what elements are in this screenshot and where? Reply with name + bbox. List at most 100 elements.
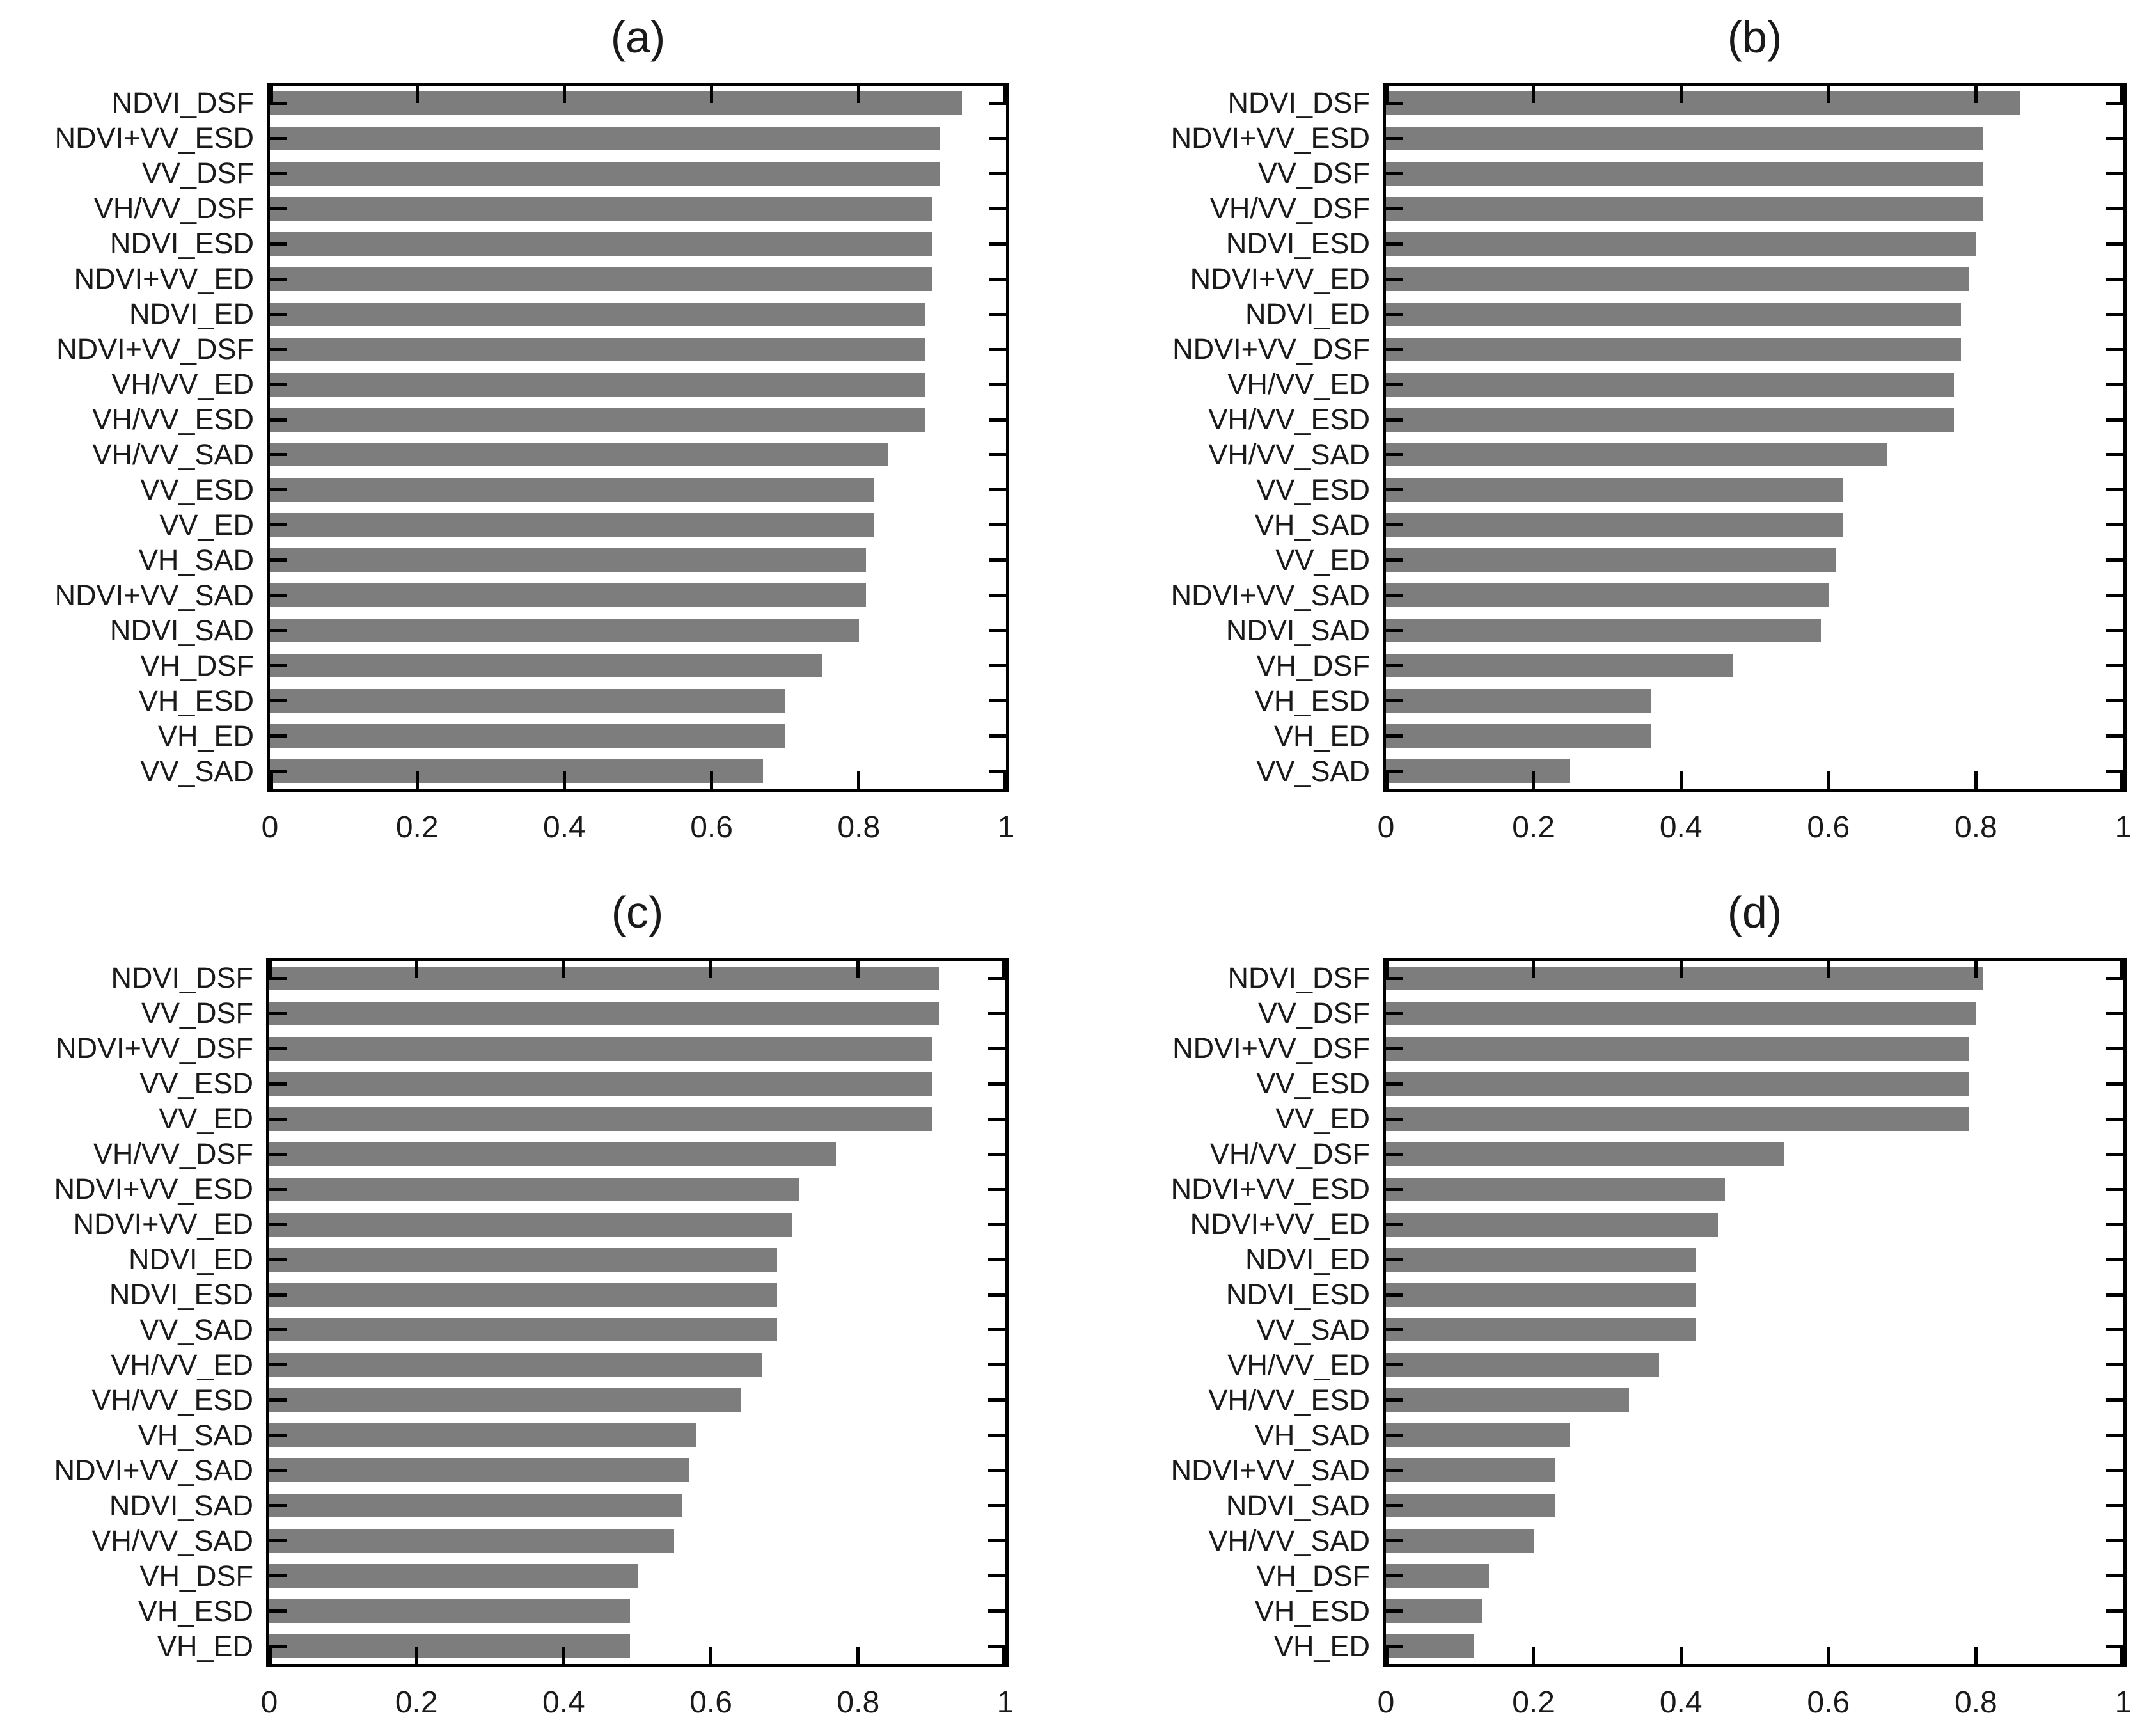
plot-area [1383, 83, 2127, 792]
x-tick-label: 0.2 [395, 1686, 438, 1719]
y-tick-label: VV_SAD [139, 1313, 253, 1346]
y-tick-right [989, 523, 1006, 527]
panel-title: (a) [610, 12, 666, 62]
bar-VH_DSF [270, 654, 822, 678]
bar-VV_DSF [270, 161, 940, 186]
y-tick-label: NDVI_DSF [111, 961, 253, 995]
x-tick-label: 0.8 [1955, 1686, 1997, 1719]
y-tick-left [1386, 1328, 1403, 1332]
y-tick-left [269, 1398, 287, 1402]
x-tick-bottom [2120, 1647, 2123, 1664]
bar-VH/VV_ESD [1386, 1388, 1629, 1412]
y-tick-label: NDVI_SAD [109, 1489, 253, 1522]
y-tick-right [989, 312, 1006, 316]
y-tick-left [1386, 1539, 1403, 1543]
y-tick-label: VV_ED [159, 508, 254, 541]
bar-NDVI_ED [1386, 1247, 1696, 1272]
y-tick-left [1386, 1574, 1403, 1578]
y-tick-left [1386, 136, 1403, 140]
y-tick-right [989, 488, 1006, 492]
y-tick-right [988, 976, 1005, 980]
x-tick-top [1386, 961, 1389, 978]
x-tick-label: 0 [261, 810, 279, 844]
bar-VH/VV_DSF [269, 1142, 836, 1166]
x-tick-label: 0.6 [689, 1686, 732, 1719]
y-tick-label: NDVI+VV_ED [73, 1208, 253, 1241]
bar-VV_ESD [1386, 478, 1843, 502]
x-tick-top [856, 961, 860, 978]
y-tick-left [270, 594, 287, 597]
bar-NDVI_SAD [1386, 1494, 1555, 1518]
x-tick-label: 0 [1377, 810, 1395, 844]
y-tick-right [2106, 1539, 2123, 1543]
y-tick-right [988, 1398, 1005, 1402]
y-tick-left [269, 1574, 287, 1578]
y-tick-left [1386, 1152, 1403, 1156]
y-tick-left [1386, 1398, 1403, 1402]
y-tick-right [2106, 418, 2123, 422]
y-tick-right [2106, 770, 2123, 773]
y-tick-right [988, 1328, 1005, 1332]
x-tick-top [2120, 961, 2123, 978]
y-tick-left [270, 629, 287, 633]
y-tick-label: VV_DSF [141, 997, 253, 1030]
y-tick-label: NDVI_DSF [1227, 961, 1370, 995]
y-tick-label: VH/VV_ED [111, 368, 254, 401]
y-tick-label: NDVI+VV_SAD [54, 1453, 253, 1487]
x-tick-top [1827, 86, 1830, 103]
y-tick-right [2106, 1469, 2123, 1473]
y-tick-label: NDVI+VV_DSF [56, 333, 254, 366]
y-tick-label: NDVI_SAD [109, 613, 254, 647]
y-tick-label: VH_SAD [138, 543, 254, 576]
y-tick-left [269, 1504, 287, 1508]
y-tick-right [988, 1082, 1005, 1086]
y-tick-left [1386, 734, 1403, 738]
x-tick-label: 0.2 [395, 810, 439, 844]
y-tick-label: VH/VV_ED [1227, 368, 1370, 401]
y-tick-label: VH_ED [1273, 719, 1370, 752]
y-tick-label: VH/VV_ESD [92, 403, 254, 436]
y-tick-label: VH/VV_ESD [1208, 403, 1370, 436]
y-tick-right [989, 453, 1006, 457]
y-tick-label: VH_DSF [1256, 1559, 1370, 1592]
y-tick-left [1386, 242, 1403, 246]
x-tick-bottom [269, 1647, 272, 1664]
bar-NDVI_ESD [1386, 1283, 1696, 1307]
x-tick-bottom [1974, 1647, 1978, 1664]
y-tick-left [1386, 558, 1403, 562]
x-tick-bottom [1386, 771, 1389, 789]
bar-VV_SAD [269, 1318, 777, 1342]
x-tick-top [710, 86, 714, 103]
y-tick-label: VH/VV_SAD [1208, 1524, 1370, 1557]
x-tick-bottom [1002, 1647, 1005, 1664]
y-tick-right [2106, 242, 2123, 246]
y-tick-left [1386, 1609, 1403, 1613]
y-tick-right [2106, 207, 2123, 210]
y-tick-left [270, 770, 287, 773]
y-tick-right [989, 242, 1006, 246]
y-tick-left [270, 207, 287, 210]
y-tick-label: VH/VV_DSF [93, 192, 254, 225]
x-tick-top [1003, 86, 1006, 103]
bar-VH_SAD [269, 1423, 696, 1448]
y-tick-right [2106, 347, 2123, 351]
x-tick-bottom [2120, 771, 2123, 789]
bar-VH/VV_ED [269, 1353, 762, 1377]
bar-NDVI_DSF [270, 91, 962, 115]
y-tick-label: VV_SAD [1256, 1313, 1370, 1346]
plot-area [266, 958, 1009, 1667]
y-tick-label: NDVI_ESD [1225, 227, 1370, 260]
y-tick-label: NDVI+VV_SAD [1170, 578, 1370, 612]
bar-VV_DSF [1386, 1001, 1976, 1025]
bar-VH_DSF [1386, 654, 1733, 678]
y-tick-left [1386, 1117, 1403, 1121]
y-tick-right [988, 1011, 1005, 1015]
bar-VV_SAD [1386, 1318, 1696, 1342]
x-tick-top [562, 961, 565, 978]
bar-NDVI_DSF [269, 966, 939, 990]
bar-NDVI+VV_ED [1386, 267, 1969, 291]
bar-NDVI+VV_ESD [1386, 1177, 1725, 1201]
y-tick-right [989, 207, 1006, 210]
bar-NDVI+VV_SAD [269, 1458, 689, 1483]
y-tick-label: NDVI_ED [128, 1243, 253, 1276]
